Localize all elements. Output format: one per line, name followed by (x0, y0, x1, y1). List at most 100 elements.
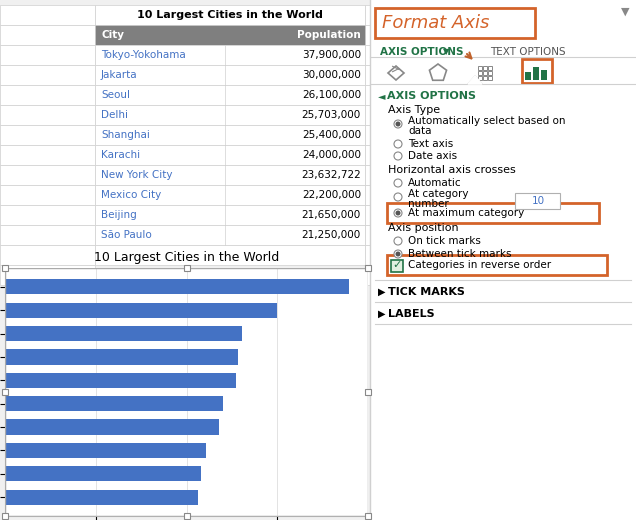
Text: New York City: New York City (101, 170, 172, 180)
Text: City: City (101, 30, 124, 40)
Bar (5, 279, 349, 294)
Bar (488, 66, 492, 70)
Bar (95, 125, 365, 145)
Bar (0, 245, 95, 265)
Bar (365, 205, 375, 225)
Text: ▶: ▶ (378, 309, 385, 319)
Text: 21,250,000: 21,250,000 (301, 230, 361, 240)
Text: Date axis: Date axis (408, 151, 457, 161)
Text: AXIS OPTIONS: AXIS OPTIONS (387, 91, 476, 101)
FancyBboxPatch shape (522, 59, 552, 83)
Circle shape (394, 179, 402, 187)
Circle shape (394, 140, 402, 148)
Bar (5, 349, 238, 365)
Bar (0, 145, 95, 165)
Bar (95, 225, 365, 245)
Text: 10: 10 (532, 196, 544, 206)
Text: Seoul: Seoul (101, 90, 130, 100)
Bar (370, 0, 636, 520)
Circle shape (394, 193, 402, 201)
Text: Mexico City: Mexico City (101, 190, 162, 200)
Bar (5, 443, 207, 458)
Bar (365, 245, 375, 265)
Bar (541, 70, 547, 80)
Text: 10 Largest Cities in the World: 10 Largest Cities in the World (137, 10, 323, 20)
Text: 25,400,000: 25,400,000 (302, 130, 361, 140)
Bar (5, 373, 235, 388)
Text: Categories in reverse order: Categories in reverse order (408, 260, 551, 270)
Bar (488, 76, 492, 80)
Bar (365, 125, 375, 145)
Text: Between tick marks: Between tick marks (408, 249, 511, 259)
Text: 25,703,000: 25,703,000 (301, 110, 361, 120)
Bar (0, 165, 95, 185)
Bar (365, 5, 375, 25)
Circle shape (394, 209, 402, 217)
Text: number: number (408, 199, 449, 209)
Text: 26,100,000: 26,100,000 (302, 90, 361, 100)
Bar (525, 72, 531, 80)
Bar (365, 145, 375, 165)
Bar (0, 5, 95, 25)
Text: At category: At category (408, 189, 469, 199)
Bar (0, 225, 95, 245)
Bar (478, 66, 482, 70)
Text: On tick marks: On tick marks (408, 236, 481, 246)
Polygon shape (468, 76, 482, 84)
Bar (0, 45, 95, 65)
Text: AXIS OPTIONS: AXIS OPTIONS (380, 47, 464, 57)
Text: 21,650,000: 21,650,000 (301, 210, 361, 220)
Text: São Paulo: São Paulo (101, 230, 152, 240)
Text: Format Axis: Format Axis (382, 14, 489, 32)
Text: Horizontal axis crosses: Horizontal axis crosses (388, 165, 516, 175)
Circle shape (396, 211, 400, 215)
Text: At maximum category: At maximum category (408, 208, 524, 218)
Bar (0, 85, 95, 105)
Text: 30,000,000: 30,000,000 (302, 70, 361, 80)
Text: Population: Population (297, 30, 361, 40)
Bar (365, 225, 375, 245)
Circle shape (396, 252, 400, 256)
Bar (515, 193, 560, 209)
Text: Axis Type: Axis Type (388, 105, 440, 115)
Text: ▼: ▼ (443, 47, 450, 57)
Text: ▶: ▶ (378, 287, 385, 297)
Text: 24,000,000: 24,000,000 (302, 150, 361, 160)
Text: TEXT OPTIONS: TEXT OPTIONS (490, 47, 565, 57)
Bar (5, 268, 368, 516)
Bar (95, 65, 365, 85)
Bar (365, 25, 375, 45)
Text: Tokyo-Yokohama: Tokyo-Yokohama (101, 50, 186, 60)
Bar (483, 71, 487, 75)
Text: 22,200,000: 22,200,000 (302, 190, 361, 200)
Title: 10 Largest Cities in the World: 10 Largest Cities in the World (94, 251, 279, 264)
Bar (95, 165, 365, 185)
Bar (95, 45, 365, 65)
Bar (365, 185, 375, 205)
Bar (391, 260, 403, 272)
Circle shape (394, 120, 402, 128)
Bar (0, 125, 95, 145)
Bar (0, 65, 95, 85)
Text: Automatically select based on: Automatically select based on (408, 116, 565, 126)
Bar (5, 303, 277, 318)
FancyBboxPatch shape (387, 203, 599, 223)
Bar (95, 245, 365, 265)
Text: ✓: ✓ (392, 260, 402, 270)
Text: LABELS: LABELS (388, 309, 434, 319)
Circle shape (396, 122, 400, 126)
Text: Beijing: Beijing (101, 210, 137, 220)
Bar (95, 105, 365, 125)
Text: Shanghai: Shanghai (101, 130, 150, 140)
Text: ▼: ▼ (621, 7, 629, 17)
Bar (95, 5, 365, 25)
Bar (478, 71, 482, 75)
Bar (5, 420, 219, 435)
Bar (365, 65, 375, 85)
FancyBboxPatch shape (387, 255, 607, 275)
Bar (0, 205, 95, 225)
Text: data: data (408, 126, 431, 136)
Text: Text axis: Text axis (408, 139, 453, 149)
Bar (95, 185, 365, 205)
Bar (488, 71, 492, 75)
